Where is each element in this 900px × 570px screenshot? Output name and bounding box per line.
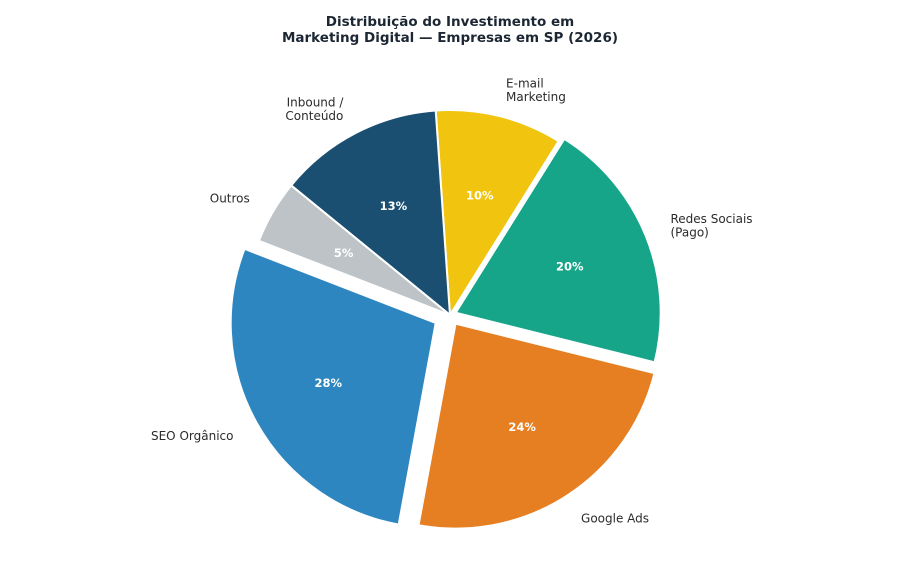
pie-slice-inbound-conteudo	[289, 109, 452, 318]
pct-label-outros: 5%	[334, 246, 354, 260]
slice-label-inbound-conteudo: Inbound / Conteúdo	[285, 96, 344, 124]
pie-slice-redes-sociais-pago	[454, 137, 662, 364]
category-labels: Redes Sociais (Pago) E-mail Marketing Inboun…	[151, 76, 753, 525]
pct-label-seo-organico: 28%	[315, 376, 343, 390]
slice-label-outros: Outros	[210, 191, 250, 205]
pct-label-redes-sociais-pago: 20%	[556, 260, 584, 274]
chart-title-line: Distribuição do Investimento em	[326, 14, 574, 30]
percentage-labels: 20% 10% 13% 5% 28% 24%	[315, 189, 584, 434]
pct-label-inbound-conteudo: 13%	[380, 199, 408, 213]
pct-label-e-mail-marketing: 10%	[466, 189, 494, 203]
slice-label-seo-organico: SEO Orgânico	[151, 429, 233, 443]
chart-title: Distribuição do Investimento emMarketing…	[282, 14, 618, 46]
pie-slice-outros	[257, 184, 451, 316]
pie-slice-seo-organico	[229, 247, 437, 526]
pct-label-google-ads: 24%	[508, 420, 536, 434]
slice-label-redes-sociais-pago: Redes Sociais (Pago)	[670, 212, 752, 240]
slice-label-google-ads: Google Ads	[581, 511, 649, 525]
pie-slices	[229, 109, 662, 530]
slice-label-e-mail-marketing: E-mail Marketing	[506, 76, 566, 104]
pie-slice-google-ads	[417, 322, 656, 530]
pie-slice-e-mail-marketing	[434, 109, 561, 319]
chart-title-line: Marketing Digital — Empresas em SP (2026…	[282, 30, 618, 46]
